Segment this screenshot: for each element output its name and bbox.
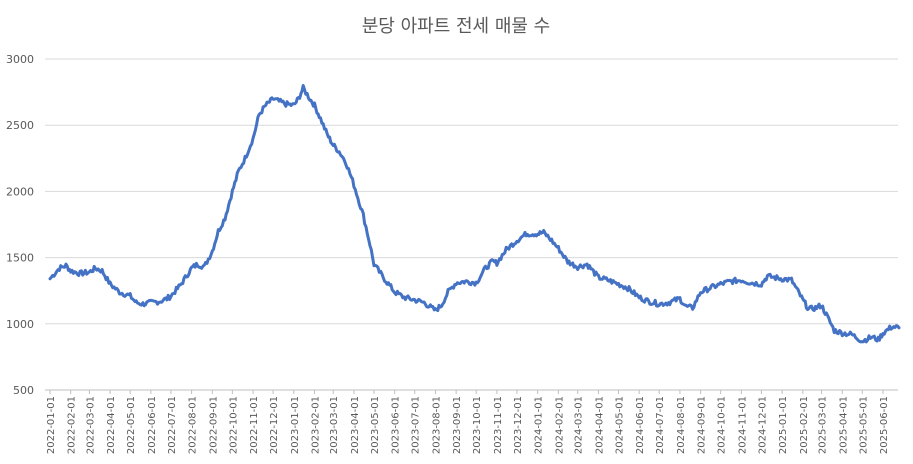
x-tick-label: 2022-03-01 — [85, 396, 96, 454]
x-tick-label: 2025-04-01 — [838, 396, 849, 454]
y-axis: 500 1000 1500 2000 2500 3000 — [6, 53, 34, 397]
x-tick-label: 2025-03-01 — [818, 396, 829, 454]
x-tick-label: 2024-11-01 — [737, 396, 748, 454]
x-tick-label: 2024-04-01 — [594, 396, 605, 454]
x-tick-label: 2022-07-01 — [167, 396, 178, 454]
x-tick-label: 2024-03-01 — [574, 396, 585, 454]
x-tick-label: 2022-10-01 — [228, 396, 239, 454]
x-tick-label: 2025-06-01 — [879, 396, 890, 454]
x-tick-label: 2023-08-01 — [431, 396, 442, 454]
x-tick-label: 2023-06-01 — [391, 396, 402, 454]
x-tick-label: 2023-07-01 — [411, 396, 422, 454]
x-tick-label: 2022-11-01 — [249, 396, 260, 454]
y-tick-label: 2000 — [6, 185, 34, 198]
x-tick-label: 2022-09-01 — [208, 396, 219, 454]
x-tick-label: 2023-11-01 — [493, 396, 504, 454]
grid-layer — [45, 58, 898, 325]
x-tick-label: 2023-04-01 — [350, 396, 361, 454]
y-tick-label: 3000 — [6, 53, 34, 66]
y-tick-label: 2500 — [6, 119, 34, 132]
x-tick-label: 2022-12-01 — [269, 396, 280, 454]
x-tick-label: 2024-05-01 — [614, 396, 625, 454]
x-tick-label: 2023-05-01 — [370, 396, 381, 454]
y-tick-label: 1000 — [6, 318, 34, 331]
x-tick-label: 2024-12-01 — [757, 396, 768, 454]
x-tick-label: 2024-09-01 — [697, 396, 708, 454]
x-tick-label: 2024-10-01 — [717, 396, 728, 454]
x-tick-label: 2024-02-01 — [554, 396, 565, 454]
x-tick-label: 2024-01-01 — [534, 396, 545, 454]
x-tick-label: 2022-01-01 — [46, 396, 57, 454]
y-tick-label: 1500 — [6, 252, 34, 265]
x-axis: 2022-01-01 2022-02-01 2022-03-01 2022-04-01… — [46, 390, 890, 454]
x-tick-label: 2023-09-01 — [452, 396, 463, 454]
x-tick-label: 2022-05-01 — [126, 396, 137, 454]
x-tick-label: 2024-07-01 — [655, 396, 666, 454]
x-tick-label: 2025-05-01 — [858, 396, 869, 454]
x-tick-label: 2024-06-01 — [635, 396, 646, 454]
x-tick-label: 2025-02-01 — [799, 396, 810, 454]
x-tick-label: 2023-02-01 — [311, 396, 322, 454]
x-tick-label: 2022-04-01 — [106, 396, 117, 454]
x-tick-label: 2022-02-01 — [67, 396, 78, 454]
x-tick-label: 2024-08-01 — [676, 396, 687, 454]
x-tick-label: 2023-10-01 — [472, 396, 483, 454]
y-tick-label: 500 — [13, 384, 34, 397]
x-tick-label: 2023-12-01 — [513, 396, 524, 454]
series-line — [48, 84, 901, 344]
chart-title: 분당 아파트 전세 매물 수 — [362, 16, 551, 37]
series-layer — [48, 84, 901, 344]
x-tick-label: 2023-01-01 — [290, 396, 301, 454]
x-tick-label: 2022-06-01 — [147, 396, 158, 454]
x-tick-label: 2025-01-01 — [778, 396, 789, 454]
x-tick-label: 2023-03-01 — [329, 396, 340, 454]
x-tick-label: 2022-08-01 — [188, 396, 199, 454]
